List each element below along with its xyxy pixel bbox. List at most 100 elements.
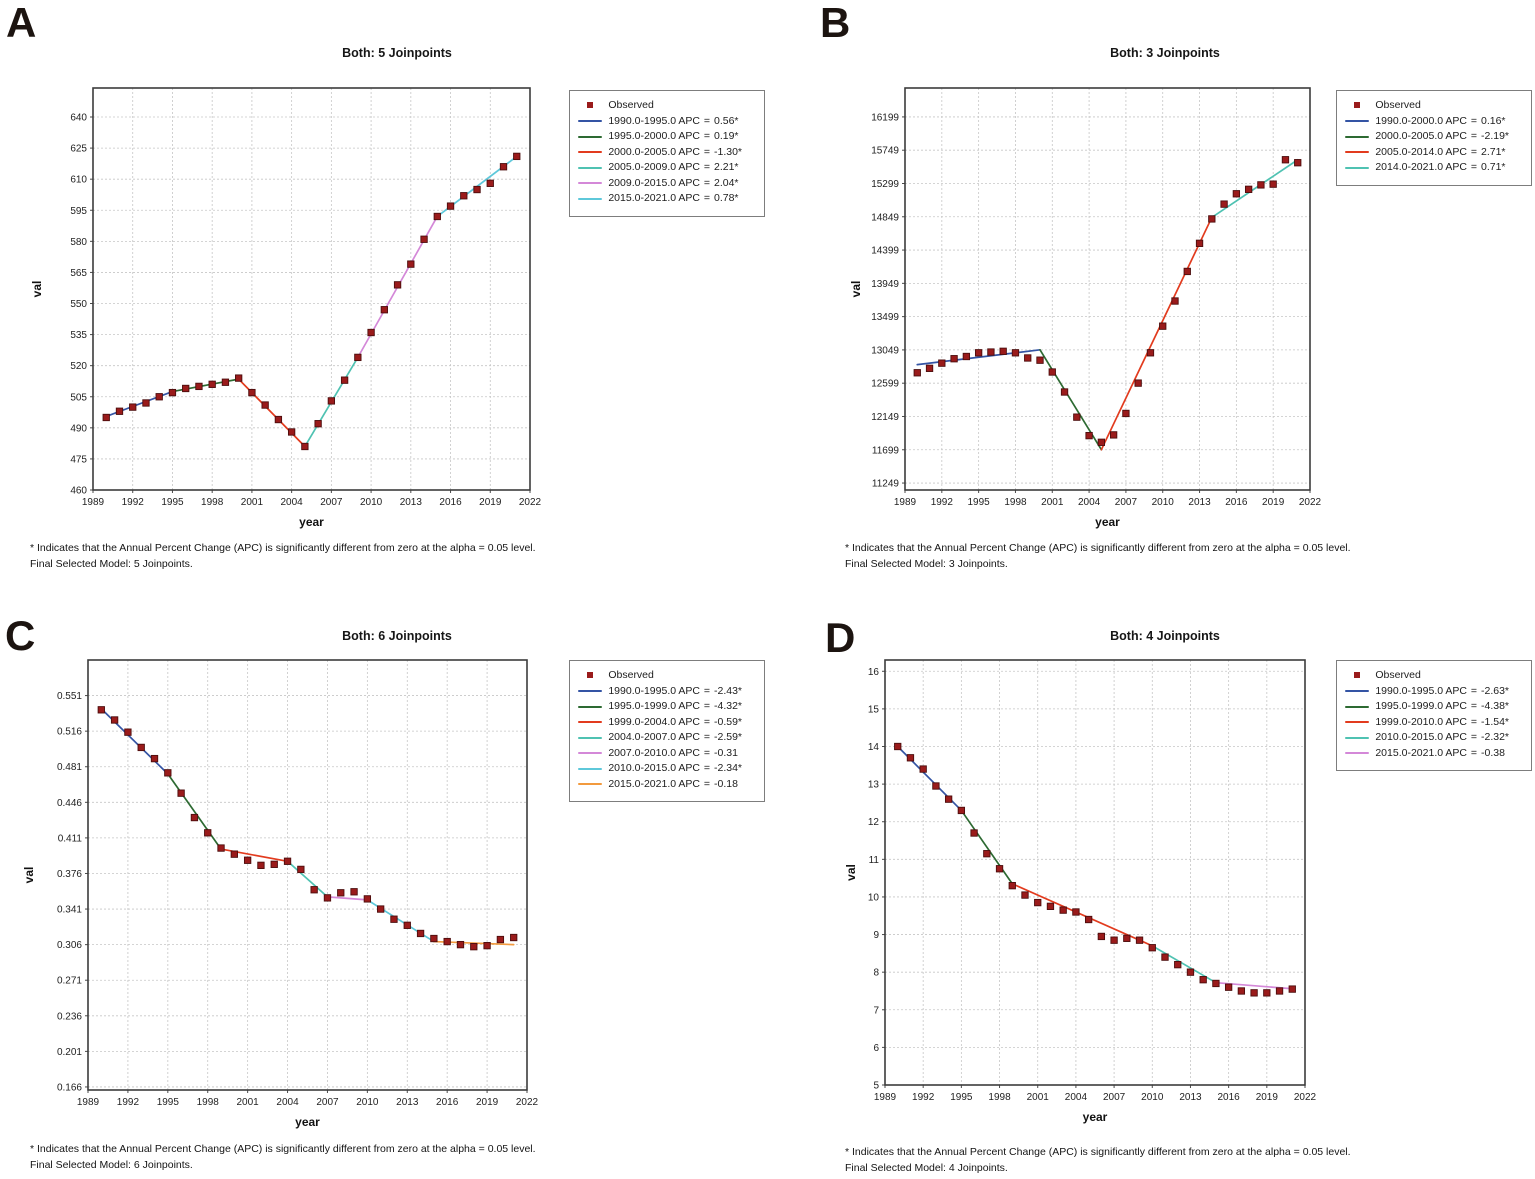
legend-apc-value: 0.56* <box>714 114 739 127</box>
plot-background <box>88 660 527 1090</box>
x-tick-label: 2007 <box>1115 497 1138 508</box>
y-tick-label: 460 <box>70 486 87 497</box>
legend-row: 2005.0-2014.0 APC = 2.71* <box>1345 145 1521 161</box>
footnote: * Indicates that the Annual Percent Chan… <box>30 1142 536 1174</box>
legend-label: 2010.0-2015.0 APC <box>608 762 700 774</box>
y-tick-label: 11699 <box>872 445 900 456</box>
observed-point <box>446 202 455 210</box>
legend-line-swatch <box>578 783 603 786</box>
observed-point <box>1021 891 1029 899</box>
observed-point <box>499 163 508 171</box>
panel-d: D Both: 4 Joinpoints 1989 1992 1995 1998 200… <box>768 615 1535 1179</box>
panel-letter-a: A <box>6 0 37 46</box>
y-tick-label: 12599 <box>871 379 899 390</box>
x-tick-label: 1995 <box>157 1097 180 1108</box>
legend-observed-row: Observed <box>578 98 754 114</box>
observed-point <box>486 179 494 187</box>
x-tick-label: 2022 <box>1299 497 1322 508</box>
chart-title: Both: 3 Joinpoints <box>1110 46 1220 60</box>
y-tick-label: 10 <box>868 892 880 903</box>
panel-c: C Both: 6 Joinpoints 1989 1992 1995 1998 200… <box>0 615 768 1179</box>
y-tick-label: 15 <box>868 704 880 715</box>
observed-point <box>1186 968 1195 976</box>
legend-row: 1995.0-2000.0 APC = 0.19* <box>578 129 754 145</box>
observed-point <box>257 861 265 869</box>
legend-line-swatch <box>1345 166 1370 169</box>
joinpoint-chart: 1989 1992 1995 1998 2001 2004 2007 2010 2013 2016… <box>849 87 1322 529</box>
legend-equals: = <box>703 715 711 728</box>
y-tick-label: 5 <box>873 1081 879 1092</box>
observed-point <box>1195 239 1204 247</box>
panel-letter-d: D <box>825 614 856 661</box>
legend-apc-value: -2.32* <box>1481 731 1510 743</box>
y-axis-label: val <box>849 281 863 298</box>
fit-segment <box>326 896 369 901</box>
plot-background <box>885 660 1305 1085</box>
observed-point <box>274 415 283 424</box>
y-tick-label: 14 <box>868 742 880 753</box>
observed-point <box>380 306 388 314</box>
y-tick-label: 12149 <box>871 412 899 423</box>
y-tick-label: 13949 <box>871 279 899 290</box>
observed-point <box>932 782 940 790</box>
legend-apc-value: 0.78* <box>714 192 739 204</box>
legend-row: 1990.0-1995.0 APC = -2.63* <box>1345 684 1521 700</box>
observed-point <box>1174 960 1182 969</box>
legend-line-swatch <box>1345 135 1370 138</box>
observed-marker-icon <box>587 672 594 678</box>
observed-point <box>340 376 349 384</box>
legend-label: 1990.0-2000.0 APC <box>1375 114 1467 127</box>
observed-point <box>1224 983 1233 991</box>
legend-row: 2000.0-2005.0 APC = -2.19* <box>1345 129 1521 145</box>
x-tick-label: 2016 <box>439 497 462 508</box>
observed-point <box>938 359 946 367</box>
observed-point <box>110 716 119 724</box>
legend-apc-value: -2.63* <box>1481 684 1510 697</box>
legend-line-swatch <box>1345 705 1370 708</box>
x-tick-label: 2016 <box>1225 497 1248 508</box>
footnote-model: Final Selected Model: 5 Joinpoints. <box>30 557 193 570</box>
y-tick-label: 595 <box>70 206 87 217</box>
legend-equals: = <box>703 700 711 712</box>
legend-row: 1990.0-2000.0 APC = 0.16* <box>1345 114 1521 130</box>
x-tick-label: 2004 <box>281 497 304 508</box>
legend-observed-label: Observed <box>1375 669 1421 681</box>
x-tick-label: 1998 <box>988 1092 1011 1103</box>
y-tick-label: 0.411 <box>58 833 83 844</box>
legend-apc-value: -0.18 <box>714 777 738 790</box>
observed-point <box>243 856 252 864</box>
legend-line-swatch <box>1345 752 1370 755</box>
legend-label: 1999.0-2004.0 APC <box>608 715 700 728</box>
plot-border <box>92 87 531 491</box>
legend-observed-label: Observed <box>1375 99 1421 111</box>
observed-point <box>1011 349 1020 357</box>
legend-observed-label: Observed <box>608 99 654 111</box>
legend-row: 2010.0-2015.0 APC = -2.32* <box>1345 730 1521 746</box>
legend-line-swatch <box>578 736 603 739</box>
panel-b: B Both: 3 Joinpoints 1989 1992 1995 1998 200… <box>768 0 1535 615</box>
observed-point <box>350 888 358 896</box>
observed-point <box>248 388 256 397</box>
y-tick-label: 490 <box>70 423 87 434</box>
legend-row: 2004.0-2007.0 APC = -2.59* <box>578 730 754 746</box>
x-tick-label: 2007 <box>1103 1092 1126 1103</box>
legend-box: Observed 1990.0-1995.0 APC = 0.56* 1995.0-20… <box>569 90 765 217</box>
observed-point <box>925 364 934 372</box>
observed-point <box>1250 989 1258 997</box>
legend-label: 1990.0-1995.0 APC <box>608 684 700 697</box>
observed-point <box>1046 902 1055 910</box>
observed-point <box>1257 181 1265 189</box>
observed-point <box>950 355 958 363</box>
x-tick-label: 2022 <box>516 1097 539 1108</box>
x-tick-label: 2001 <box>1027 1092 1050 1103</box>
legend-equals: = <box>703 777 711 790</box>
legend-equals: = <box>1470 700 1478 712</box>
legend-line-swatch <box>578 721 603 724</box>
observed-point <box>182 384 190 393</box>
y-tick-label: 13 <box>868 780 880 791</box>
x-axis-label: year <box>1083 1110 1108 1124</box>
legend-row: 2010.0-2015.0 APC = -2.34* <box>578 761 754 777</box>
x-tick-label: 2001 <box>241 497 264 508</box>
observed-point <box>363 895 372 903</box>
observed-point <box>1269 180 1277 188</box>
